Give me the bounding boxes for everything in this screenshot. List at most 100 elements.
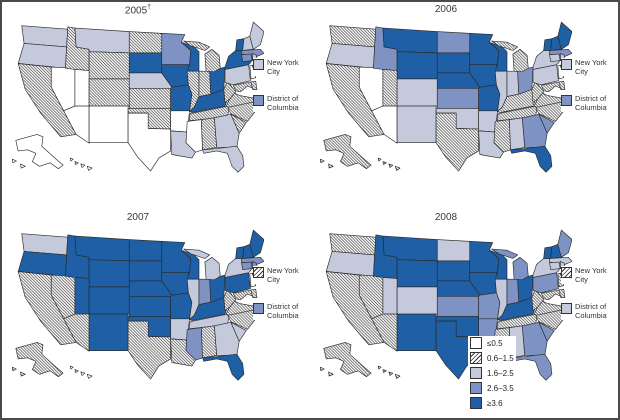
map-panel-2005: 2005† [2,2,310,210]
state-hi [377,157,401,171]
state-co [396,286,438,315]
state-az [63,105,90,144]
state-mn [161,33,192,66]
state-ct [549,261,561,271]
legend-label: ≥3.6 [487,398,503,408]
nyc-swatch [561,267,572,278]
state-sd [436,260,471,282]
legend-swatch [470,382,482,394]
us-choropleth-map [319,21,572,173]
state-nm [88,105,129,144]
state-fl [510,353,553,381]
state-ms [185,119,203,153]
nyc-callout: New York City [253,266,309,284]
state-ga [214,321,240,356]
state-in [506,278,520,305]
state-co [88,78,130,107]
state-mi [183,248,221,281]
state-nm [396,105,437,144]
state-sd [128,260,163,282]
state-sc [538,113,555,134]
dc-label: District of Columbia [575,302,607,320]
state-me [557,229,572,258]
state-tx [127,320,171,380]
state-sc [230,113,247,134]
panel-title: 2005† [2,4,274,16]
state-wy [88,259,130,288]
state-nm [396,313,437,352]
legend-swatch [470,337,482,349]
state-mn [161,241,192,274]
state-mo [170,292,193,320]
state-hi [377,365,401,379]
us-choropleth-map [11,21,264,173]
state-fl [510,145,553,173]
map-panel-2008: 2008 [310,210,618,418]
state-hi [69,365,93,379]
legend-item: 2.6–3.5 [470,382,514,394]
legend-item: 0.6–1.5 [470,352,514,364]
legend-item: 1.6–2.5 [470,367,514,379]
state-ut [382,69,398,107]
state-in [198,278,212,305]
state-tx [127,112,171,172]
legend-item: ≤0.5 [470,337,514,349]
state-nd [436,239,471,262]
nyc-swatch [561,59,572,70]
legend-label: 0.6–1.5 [487,353,514,363]
state-ks [436,87,479,109]
dc-callout: District of Columbia [561,302,617,320]
state-sd [436,52,471,74]
panel-title: 2007 [2,212,274,223]
nyc-swatch [253,267,264,278]
state-az [63,313,90,352]
nyc-callout: New York City [561,266,617,284]
legend-label: 1.6–2.5 [487,368,514,378]
legend-swatch [470,352,482,364]
state-mo [478,84,501,112]
state-nm [88,313,129,352]
state-nd [128,239,163,262]
state-wy [88,51,130,80]
dc-label: District of Columbia [575,94,607,112]
dc-swatch [561,95,572,106]
state-me [249,21,264,50]
legend-label: 2.6–3.5 [487,383,514,393]
state-sc [230,321,247,342]
panel-year: 2005 [124,5,148,17]
state-ut [74,277,90,315]
nyc-label: New York City [267,58,299,76]
state-mn [469,241,500,274]
state-ak [11,342,64,378]
state-wy [396,259,438,288]
state-az [371,313,398,352]
dc-swatch [253,303,264,314]
state-ms [185,327,203,361]
panel-year: 2007 [126,212,150,223]
legend-swatch [470,397,482,409]
nyc-label: New York City [267,266,299,284]
state-ak [319,342,372,378]
state-ut [74,69,90,107]
state-co [396,78,438,107]
legend-item: ≥3.6 [470,397,514,409]
map-panel-2007: 2007 [2,210,310,418]
dc-callout: District of Columbia [253,302,309,320]
state-ct [549,53,561,63]
state-in [198,70,212,97]
state-ga [522,113,548,148]
state-ct [241,261,253,271]
state-hi [69,157,93,171]
state-in [506,70,520,97]
nyc-callout: New York City [561,58,617,76]
nyc-callout: New York City [253,58,309,76]
state-mn [469,33,500,66]
state-ga [522,321,548,356]
state-ks [128,87,171,109]
dc-callout: District of Columbia [561,94,617,112]
state-mo [478,292,501,320]
state-ks [436,295,479,317]
state-me [557,21,572,50]
state-fl [202,353,245,381]
